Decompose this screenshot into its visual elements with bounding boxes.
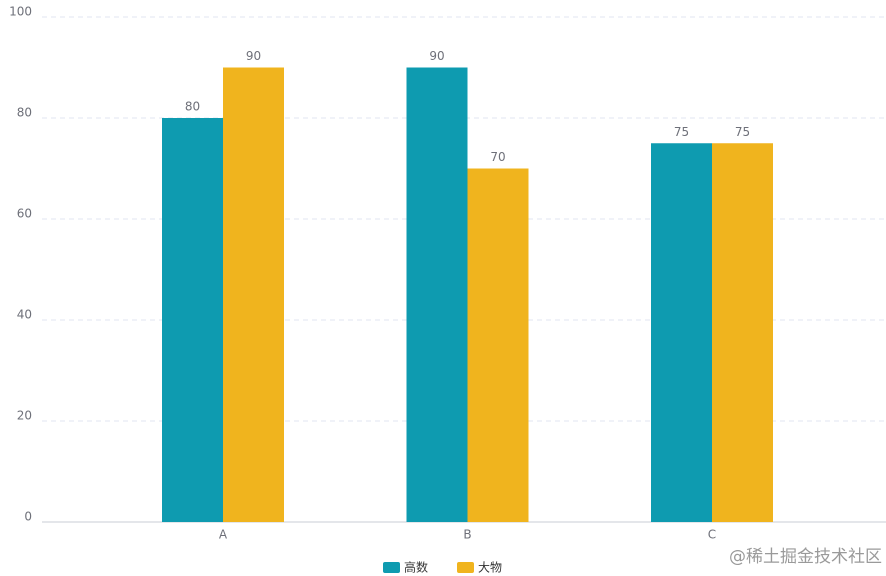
y-tick-label: 60 [17, 207, 32, 221]
y-tick-label: 0 [24, 510, 32, 524]
bar [223, 67, 284, 522]
legend-label: 大物 [478, 561, 502, 575]
value-label: 80 [185, 100, 200, 114]
x-tick-label: A [219, 528, 228, 542]
bar [712, 143, 773, 522]
legend-swatch [457, 562, 474, 573]
legend-label: 高数 [404, 560, 428, 575]
y-tick-label: 20 [17, 409, 32, 423]
value-label: 75 [674, 125, 689, 139]
x-tick-label: B [463, 528, 471, 542]
value-label: 90 [246, 49, 261, 63]
y-tick-label: 100 [9, 5, 32, 19]
value-label: 70 [490, 150, 505, 164]
value-label: 75 [735, 125, 750, 139]
watermark: @稀土掘金技术社区 [729, 547, 882, 567]
bar [162, 118, 223, 522]
y-tick-label: 40 [17, 308, 32, 322]
bar [406, 67, 468, 522]
bar [467, 168, 529, 522]
legend-swatch [383, 562, 400, 573]
y-tick-label: 80 [17, 106, 32, 120]
x-tick-label: C [708, 528, 716, 542]
bar [651, 143, 712, 522]
value-label: 90 [429, 49, 444, 63]
